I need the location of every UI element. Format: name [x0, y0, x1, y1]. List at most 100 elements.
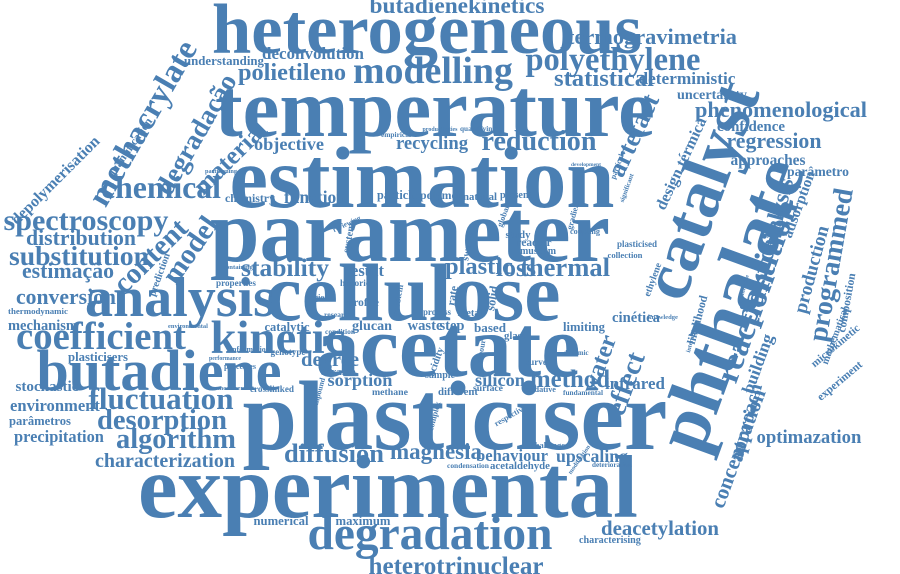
word-limiting: limiting: [563, 319, 605, 334]
word-heterogeneous: heterogeneous: [212, 0, 642, 69]
word-glass: glass: [504, 329, 526, 342]
word-profile: profile: [347, 297, 379, 310]
word-chemistry: chemistry: [225, 191, 275, 206]
word-museum: museum: [520, 246, 557, 257]
word-deterministic: deterministic: [638, 69, 736, 89]
word-characterization: characterization: [95, 450, 235, 472]
word-optimazation: optimazation: [756, 426, 862, 448]
word-partitioning: partitioning: [205, 167, 237, 175]
word-properties: properties: [216, 278, 256, 289]
word-containing: containing: [223, 263, 253, 271]
word-processes: processes: [224, 362, 256, 371]
word-result: result: [344, 260, 384, 280]
word-magnesia: magnesia: [390, 438, 482, 464]
word-fluctuation: fluctuation: [88, 380, 234, 416]
word-based: based: [474, 319, 506, 335]
word-thermodynamic: thermodynamic: [8, 305, 68, 316]
word-collection: collection: [607, 249, 643, 260]
word-phenomenological: phenomenological: [695, 96, 867, 122]
word-distribution: distribution: [26, 226, 136, 251]
word-research: research: [324, 310, 353, 320]
word-process: process: [423, 306, 451, 317]
word-deterioration: deterioration: [592, 461, 632, 470]
word-confidence: confidence: [717, 118, 785, 135]
word-condensation: condensation: [447, 461, 489, 471]
word-acetaldehyde: acetaldehyde: [490, 459, 550, 472]
word-plasticised: plasticised: [617, 238, 658, 249]
word-heterotrinuclear: heterotrinuclear: [368, 552, 544, 574]
word-termogravimetria: termogravimetria: [567, 23, 737, 49]
word-thermal: thermal: [520, 251, 610, 282]
word-conversion: conversion: [16, 285, 116, 310]
word-butadiene: butadiene: [36, 338, 282, 403]
word-upscaling: upscaling: [556, 446, 629, 467]
word-development: development: [571, 162, 601, 169]
word-coefficient: coefficient: [16, 314, 186, 358]
word-oxidative: oxidative: [524, 384, 556, 394]
word-degradation: degradation: [307, 508, 553, 561]
word-parameter: parameter: [210, 182, 611, 281]
word-stability: stability: [241, 253, 330, 283]
word-environmental: environmental: [168, 322, 208, 330]
word-precipitation: precipitation: [14, 426, 104, 446]
word-acetate: acetate: [315, 297, 581, 396]
word-dynamic: dynamic: [563, 349, 589, 357]
word-chemical: chemical: [101, 170, 221, 206]
word-step: step: [439, 317, 465, 334]
word-cellulose: cellulose: [265, 247, 561, 339]
word-polietileno: polietileno: [238, 58, 346, 86]
word-algorithm: algorithm: [116, 423, 236, 455]
word-estimation: estimation: [229, 129, 615, 226]
word-temperature: temperature: [215, 61, 655, 154]
word-uncertainty: uncertainty: [677, 86, 747, 103]
word-fundamental: fundamental: [563, 388, 603, 398]
word-plastic: plastic: [445, 252, 513, 280]
word-experimental: experimental: [138, 439, 638, 538]
word-diffusion: diffusion: [284, 437, 384, 468]
word-analysis: analysis: [85, 267, 275, 329]
word-parametro: parâmetro: [787, 164, 849, 180]
word-numerical: numerical: [253, 513, 309, 528]
word-deacetylation: deacetylation: [601, 515, 720, 540]
word-region: region: [307, 292, 329, 302]
word-polymer: polymer: [420, 188, 462, 203]
word-deconvolution: deconvolution: [262, 43, 365, 63]
word-coupling: coupling: [570, 226, 600, 236]
word-catalytic: catalytic: [264, 319, 310, 334]
word-characterising: characterising: [579, 534, 641, 546]
word-environment: environment: [10, 395, 100, 415]
word-plasticiser: plasticiser: [242, 363, 668, 471]
word-sample: sample: [425, 370, 455, 381]
word-spectroscopy: spectroscopy: [3, 202, 169, 237]
word-performance: performance: [209, 356, 241, 363]
word-information: information: [230, 345, 271, 355]
word-mechanism: mechanism: [8, 317, 78, 334]
word-experiment: experiment: [814, 359, 865, 404]
word-condition: condition: [325, 327, 356, 337]
word-parametros: parâmetros: [9, 413, 71, 428]
word-substitution: substitution: [9, 240, 149, 272]
word-metal: metal: [457, 307, 483, 319]
word-maximum: maximum: [335, 513, 391, 528]
word-regression: regression: [726, 129, 822, 154]
word-estimacao: estimação: [22, 259, 114, 284]
word-modelling: modelling: [353, 50, 513, 93]
word-measurement: measurement: [218, 384, 254, 392]
word-desorption: desorption: [97, 404, 227, 436]
word-reactor: reactor: [516, 237, 552, 250]
word-glucan: glucan: [352, 317, 392, 334]
word-curve: curve: [525, 357, 547, 368]
word-different: different: [438, 385, 478, 398]
word-objective: objective: [254, 133, 324, 154]
word-loss: loss: [496, 253, 536, 283]
word-plasticisers: plasticisers: [68, 349, 128, 364]
word-reduction: reduction: [481, 126, 597, 157]
word-historic: historic: [340, 279, 370, 290]
word-method: method: [530, 365, 611, 393]
word-stochastic: stochastic: [15, 379, 79, 396]
word-degree: degree: [301, 348, 359, 371]
word-infrared: infrared: [605, 373, 665, 393]
word-knowledge: knowledge: [648, 313, 678, 321]
word-behaviour: behaviour: [476, 445, 548, 465]
